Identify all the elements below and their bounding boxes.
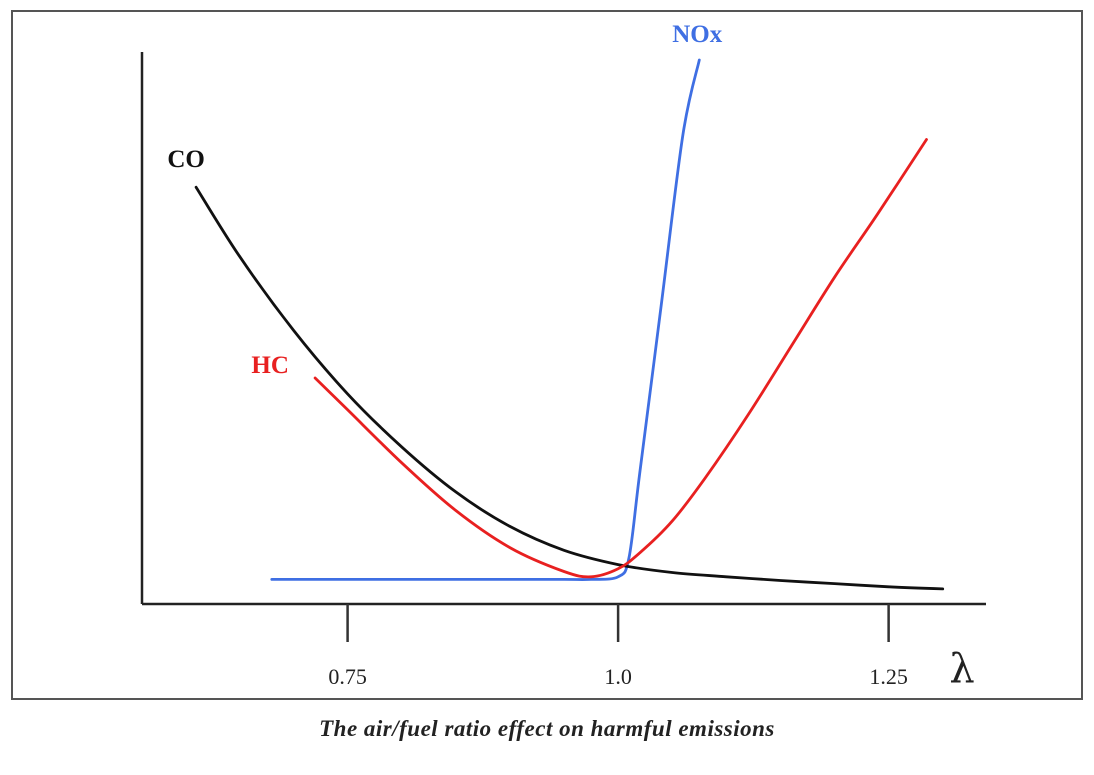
series-label-co: CO (167, 146, 205, 173)
series-line-co (194, 185, 945, 591)
series-line-nox (270, 58, 701, 581)
chart-frame (11, 10, 1083, 700)
chart-caption: The air/fuel ratio effect on harmful emi… (319, 716, 775, 741)
x-tick-label-1: 1.0 (604, 664, 632, 689)
series-labels: CO HC NOx (167, 21, 722, 379)
series-label-hc: HC (251, 352, 289, 379)
series-label-nox: NOx (672, 21, 723, 48)
series-layer (194, 58, 945, 591)
x-axis-label: λ (949, 646, 974, 692)
x-tick-label-2: 1.25 (869, 664, 908, 689)
x-tick-label-0: 0.75 (328, 664, 367, 689)
x-ticks: 0.75 1.0 1.25 (328, 604, 908, 689)
series-line-hc (313, 138, 928, 579)
